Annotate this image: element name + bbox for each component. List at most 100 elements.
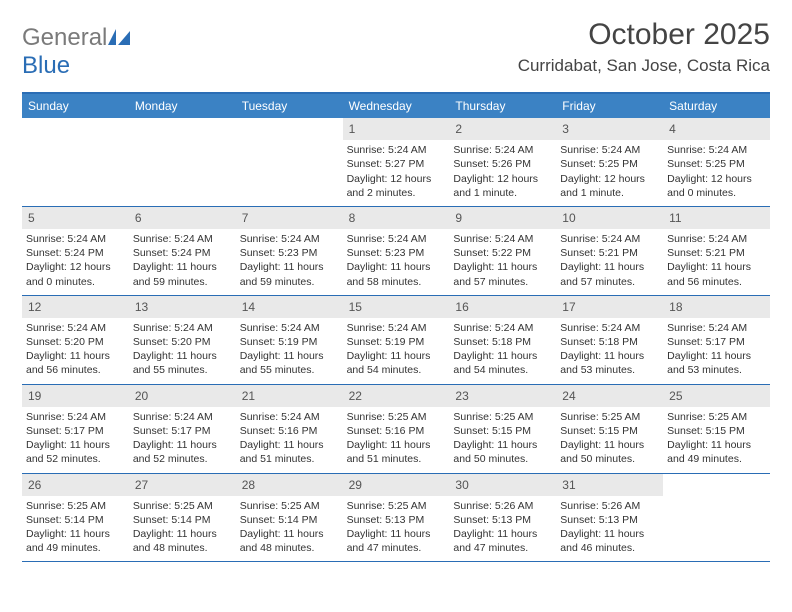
day-cell: 14Sunrise: 5:24 AMSunset: 5:19 PMDayligh… xyxy=(236,296,343,384)
day-number: 3 xyxy=(556,118,663,140)
empty-cell xyxy=(22,118,129,206)
day-number: 7 xyxy=(236,207,343,229)
day-number: 29 xyxy=(343,474,450,496)
day-number: 26 xyxy=(22,474,129,496)
day-header: Thursday xyxy=(449,94,556,118)
sunset-text: Sunset: 5:19 PM xyxy=(347,335,446,349)
sunrise-text: Sunrise: 5:24 AM xyxy=(133,321,232,335)
day-cell: 18Sunrise: 5:24 AMSunset: 5:17 PMDayligh… xyxy=(663,296,770,384)
sunrise-text: Sunrise: 5:24 AM xyxy=(667,232,766,246)
sunrise-text: Sunrise: 5:25 AM xyxy=(240,499,339,513)
daylight-text: Daylight: 11 hours and 48 minutes. xyxy=(240,527,339,555)
sunset-text: Sunset: 5:13 PM xyxy=(453,513,552,527)
sunset-text: Sunset: 5:14 PM xyxy=(26,513,125,527)
day-cell: 10Sunrise: 5:24 AMSunset: 5:21 PMDayligh… xyxy=(556,207,663,295)
sunrise-text: Sunrise: 5:24 AM xyxy=(453,321,552,335)
day-number: 15 xyxy=(343,296,450,318)
day-number: 2 xyxy=(449,118,556,140)
week-row: 1Sunrise: 5:24 AMSunset: 5:27 PMDaylight… xyxy=(22,118,770,207)
daylight-text: Daylight: 12 hours and 1 minute. xyxy=(560,172,659,200)
day-number: 6 xyxy=(129,207,236,229)
day-cell: 17Sunrise: 5:24 AMSunset: 5:18 PMDayligh… xyxy=(556,296,663,384)
sunrise-text: Sunrise: 5:25 AM xyxy=(560,410,659,424)
day-header: Monday xyxy=(129,94,236,118)
day-number: 19 xyxy=(22,385,129,407)
day-header: Saturday xyxy=(663,94,770,118)
day-number: 1 xyxy=(343,118,450,140)
sunrise-text: Sunrise: 5:24 AM xyxy=(560,143,659,157)
title-block: October 2025 Curridabat, San Jose, Costa… xyxy=(518,18,770,76)
sunset-text: Sunset: 5:24 PM xyxy=(26,246,125,260)
day-cell: 19Sunrise: 5:24 AMSunset: 5:17 PMDayligh… xyxy=(22,385,129,473)
empty-cell xyxy=(663,474,770,562)
sunset-text: Sunset: 5:25 PM xyxy=(667,157,766,171)
sunset-text: Sunset: 5:22 PM xyxy=(453,246,552,260)
day-header: Wednesday xyxy=(343,94,450,118)
sunset-text: Sunset: 5:20 PM xyxy=(133,335,232,349)
day-number: 9 xyxy=(449,207,556,229)
sunrise-text: Sunrise: 5:24 AM xyxy=(133,410,232,424)
daylight-text: Daylight: 11 hours and 55 minutes. xyxy=(240,349,339,377)
day-cell: 24Sunrise: 5:25 AMSunset: 5:15 PMDayligh… xyxy=(556,385,663,473)
sunrise-text: Sunrise: 5:24 AM xyxy=(560,321,659,335)
day-cell: 20Sunrise: 5:24 AMSunset: 5:17 PMDayligh… xyxy=(129,385,236,473)
sunrise-text: Sunrise: 5:24 AM xyxy=(453,143,552,157)
daylight-text: Daylight: 11 hours and 56 minutes. xyxy=(667,260,766,288)
sunset-text: Sunset: 5:23 PM xyxy=(240,246,339,260)
daylight-text: Daylight: 12 hours and 2 minutes. xyxy=(347,172,446,200)
sunrise-text: Sunrise: 5:24 AM xyxy=(560,232,659,246)
sunset-text: Sunset: 5:14 PM xyxy=(133,513,232,527)
daylight-text: Daylight: 11 hours and 50 minutes. xyxy=(453,438,552,466)
daylight-text: Daylight: 11 hours and 55 minutes. xyxy=(133,349,232,377)
day-cell: 2Sunrise: 5:24 AMSunset: 5:26 PMDaylight… xyxy=(449,118,556,206)
sunset-text: Sunset: 5:13 PM xyxy=(347,513,446,527)
day-cell: 23Sunrise: 5:25 AMSunset: 5:15 PMDayligh… xyxy=(449,385,556,473)
day-cell: 25Sunrise: 5:25 AMSunset: 5:15 PMDayligh… xyxy=(663,385,770,473)
sunrise-text: Sunrise: 5:24 AM xyxy=(133,232,232,246)
sunrise-text: Sunrise: 5:24 AM xyxy=(453,232,552,246)
sunrise-text: Sunrise: 5:24 AM xyxy=(26,232,125,246)
sunset-text: Sunset: 5:18 PM xyxy=(453,335,552,349)
sunset-text: Sunset: 5:23 PM xyxy=(347,246,446,260)
sunset-text: Sunset: 5:17 PM xyxy=(133,424,232,438)
sunrise-text: Sunrise: 5:24 AM xyxy=(26,321,125,335)
day-cell: 4Sunrise: 5:24 AMSunset: 5:25 PMDaylight… xyxy=(663,118,770,206)
day-cell: 26Sunrise: 5:25 AMSunset: 5:14 PMDayligh… xyxy=(22,474,129,562)
sunset-text: Sunset: 5:13 PM xyxy=(560,513,659,527)
sunrise-text: Sunrise: 5:24 AM xyxy=(347,232,446,246)
daylight-text: Daylight: 11 hours and 47 minutes. xyxy=(347,527,446,555)
daylight-text: Daylight: 11 hours and 48 minutes. xyxy=(133,527,232,555)
day-number: 13 xyxy=(129,296,236,318)
day-cell: 22Sunrise: 5:25 AMSunset: 5:16 PMDayligh… xyxy=(343,385,450,473)
sunset-text: Sunset: 5:17 PM xyxy=(667,335,766,349)
daylight-text: Daylight: 11 hours and 46 minutes. xyxy=(560,527,659,555)
day-number: 10 xyxy=(556,207,663,229)
day-number: 21 xyxy=(236,385,343,407)
logo-text: GeneralBlue xyxy=(22,24,132,80)
daylight-text: Daylight: 12 hours and 1 minute. xyxy=(453,172,552,200)
day-cell: 29Sunrise: 5:25 AMSunset: 5:13 PMDayligh… xyxy=(343,474,450,562)
daylight-text: Daylight: 11 hours and 59 minutes. xyxy=(240,260,339,288)
day-cell: 27Sunrise: 5:25 AMSunset: 5:14 PMDayligh… xyxy=(129,474,236,562)
day-number: 24 xyxy=(556,385,663,407)
day-cell: 5Sunrise: 5:24 AMSunset: 5:24 PMDaylight… xyxy=(22,207,129,295)
sunset-text: Sunset: 5:24 PM xyxy=(133,246,232,260)
day-number: 17 xyxy=(556,296,663,318)
sunset-text: Sunset: 5:17 PM xyxy=(26,424,125,438)
sunrise-text: Sunrise: 5:24 AM xyxy=(667,321,766,335)
sunrise-text: Sunrise: 5:25 AM xyxy=(133,499,232,513)
daylight-text: Daylight: 11 hours and 57 minutes. xyxy=(560,260,659,288)
day-number: 4 xyxy=(663,118,770,140)
daylight-text: Daylight: 11 hours and 51 minutes. xyxy=(347,438,446,466)
daylight-text: Daylight: 11 hours and 57 minutes. xyxy=(453,260,552,288)
daylight-text: Daylight: 11 hours and 56 minutes. xyxy=(26,349,125,377)
day-number: 22 xyxy=(343,385,450,407)
day-number: 28 xyxy=(236,474,343,496)
daylight-text: Daylight: 12 hours and 0 minutes. xyxy=(667,172,766,200)
empty-cell xyxy=(236,118,343,206)
daylight-text: Daylight: 11 hours and 52 minutes. xyxy=(26,438,125,466)
empty-cell xyxy=(129,118,236,206)
daylight-text: Daylight: 11 hours and 47 minutes. xyxy=(453,527,552,555)
sunrise-text: Sunrise: 5:24 AM xyxy=(347,143,446,157)
header: GeneralBlue October 2025 Curridabat, San… xyxy=(22,18,770,80)
